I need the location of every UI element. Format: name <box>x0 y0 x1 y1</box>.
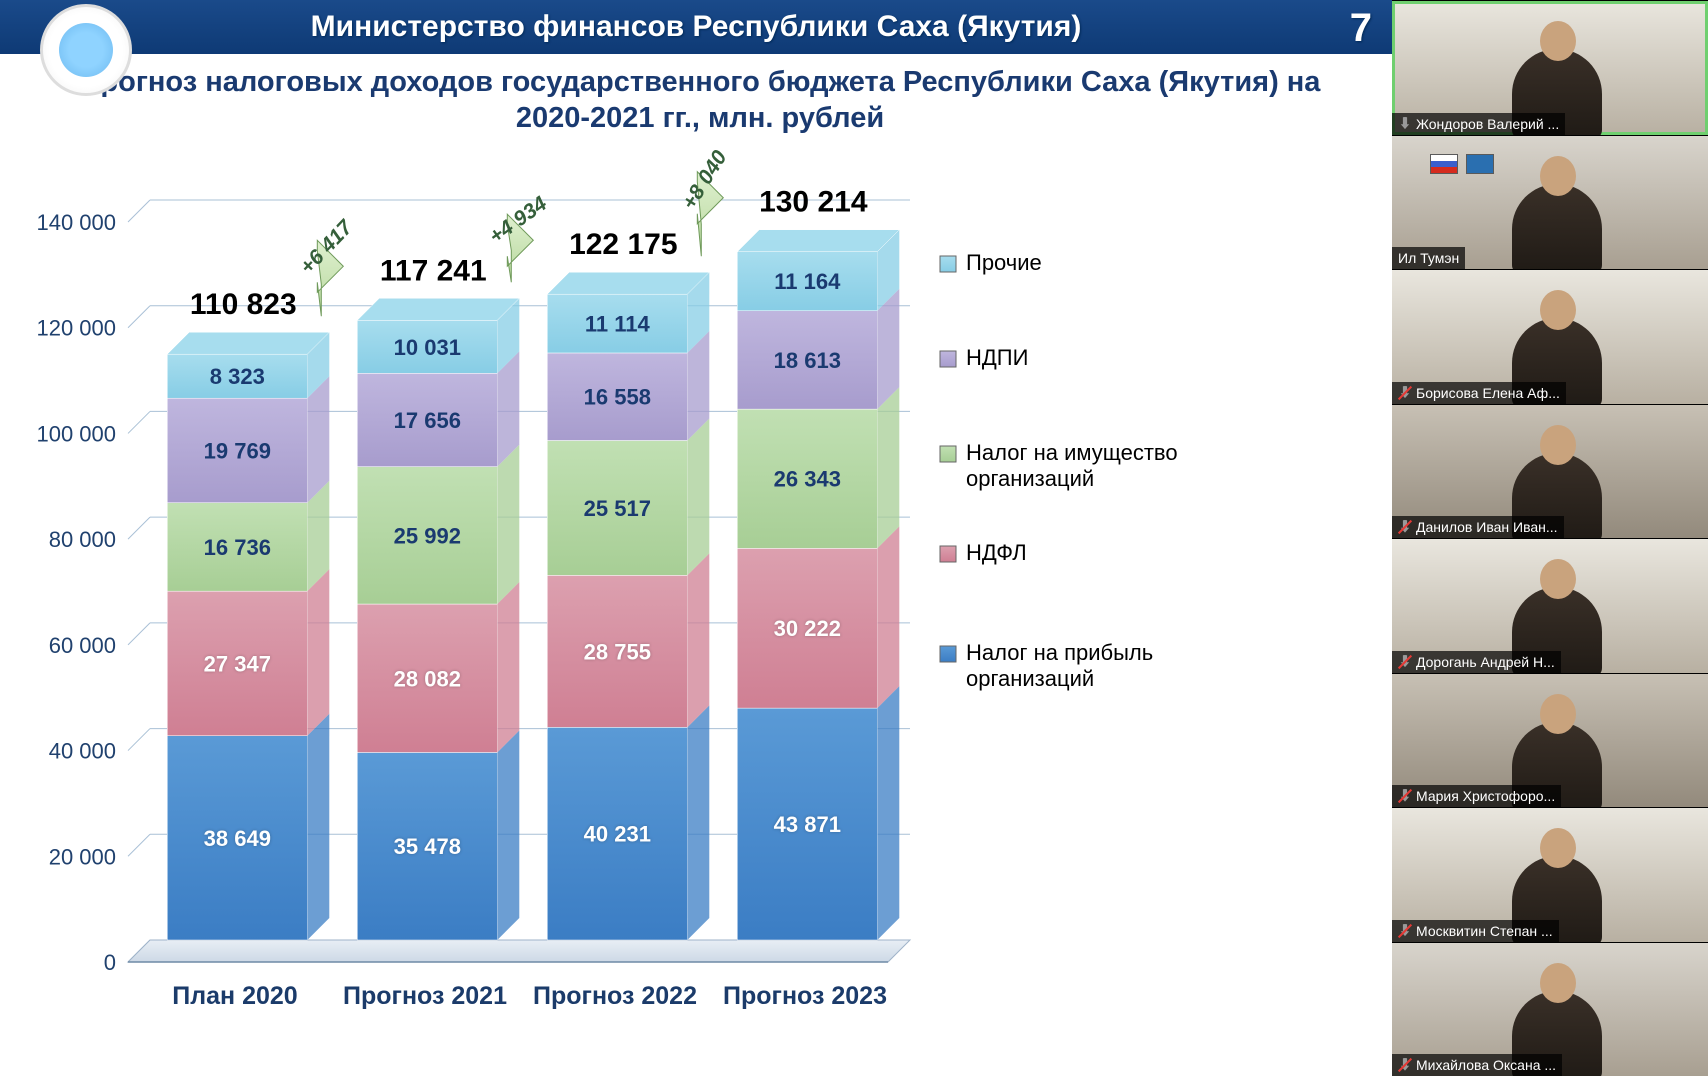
svg-text:11 164: 11 164 <box>774 269 841 294</box>
svg-text:122 175: 122 175 <box>569 228 677 261</box>
svg-text:Прогноз 2022: Прогноз 2022 <box>533 982 697 1010</box>
participant-name-bar: Москвитин Степан ... <box>1392 920 1559 942</box>
mic-muted-icon <box>1398 655 1412 669</box>
participant-name: Данилов Иван Иван... <box>1416 519 1558 535</box>
participant-name: Москвитин Степан ... <box>1416 923 1553 939</box>
participant-name-bar: Дорогань Андрей Н... <box>1392 651 1561 673</box>
svg-text:Прочие: Прочие <box>966 250 1042 275</box>
svg-text:11 114: 11 114 <box>585 312 651 337</box>
svg-text:20 000: 20 000 <box>49 844 116 869</box>
participant-tile[interactable]: Жондоров Валерий ... <box>1392 0 1708 135</box>
svg-text:организаций: организаций <box>966 466 1094 491</box>
svg-text:НДПИ: НДПИ <box>966 345 1028 370</box>
svg-text:План 2020: План 2020 <box>172 982 297 1010</box>
participant-name-bar: Жондоров Валерий ... <box>1392 113 1565 135</box>
svg-text:80 000: 80 000 <box>49 527 116 552</box>
svg-text:35 478: 35 478 <box>394 834 461 859</box>
svg-text:100 000: 100 000 <box>36 421 116 446</box>
participant-tile[interactable]: Ил Тумэн <box>1392 135 1708 270</box>
svg-text:28 082: 28 082 <box>394 666 461 691</box>
svg-text:120 000: 120 000 <box>36 316 116 341</box>
coat-of-arms-icon <box>40 4 132 96</box>
svg-text:43 871: 43 871 <box>774 812 841 837</box>
svg-text:40 000: 40 000 <box>49 739 116 764</box>
participant-tile[interactable]: Борисова Елена Аф... <box>1392 269 1708 404</box>
mic-muted-icon <box>1398 1058 1412 1072</box>
svg-text:110 823: 110 823 <box>190 288 297 321</box>
svg-text:0: 0 <box>104 950 116 975</box>
svg-text:Налог на имущество: Налог на имущество <box>966 440 1178 465</box>
svg-text:НДФЛ: НДФЛ <box>966 540 1027 565</box>
svg-text:10 031: 10 031 <box>394 335 461 360</box>
svg-text:16 736: 16 736 <box>204 535 271 560</box>
mic-muted-icon <box>1398 386 1412 400</box>
svg-text:26 343: 26 343 <box>774 467 841 492</box>
svg-text:25 517: 25 517 <box>584 496 651 521</box>
participant-name: Жондоров Валерий ... <box>1416 116 1559 132</box>
svg-text:25 992: 25 992 <box>394 523 461 548</box>
participant-name: Мария Христофоро... <box>1416 788 1555 804</box>
svg-text:Налог на прибыль: Налог на прибыль <box>966 640 1153 665</box>
participant-name-bar: Ил Тумэн <box>1392 247 1465 269</box>
svg-text:28 755: 28 755 <box>584 639 651 664</box>
svg-text:27 347: 27 347 <box>204 651 271 676</box>
header-title: Министерство финансов Республики Саха (Я… <box>0 10 1392 44</box>
participant-name-bar: Борисова Елена Аф... <box>1392 382 1566 404</box>
svg-text:17 656: 17 656 <box>394 408 461 433</box>
participants-panel: Жондоров Валерий ... Ил Тумэн Борисова Еле… <box>1392 0 1708 1076</box>
mic-muted-icon <box>1398 924 1412 938</box>
participant-tile[interactable]: Данилов Иван Иван... <box>1392 404 1708 539</box>
participant-name-bar: Данилов Иван Иван... <box>1392 516 1564 538</box>
presentation-slide: Министерство финансов Республики Саха (Я… <box>0 0 1392 1076</box>
participant-name: Михайлова Оксана ... <box>1416 1057 1556 1073</box>
participant-name: Ил Тумэн <box>1398 250 1459 266</box>
svg-text:18 613: 18 613 <box>774 348 841 373</box>
participant-tile[interactable]: Дорогань Андрей Н... <box>1392 538 1708 673</box>
screen: Министерство финансов Республики Саха (Я… <box>0 0 1708 1076</box>
svg-text:140 000: 140 000 <box>36 210 116 235</box>
participant-name: Дорогань Андрей Н... <box>1416 654 1555 670</box>
svg-text:60 000: 60 000 <box>49 633 116 658</box>
svg-text:16 558: 16 558 <box>584 385 651 410</box>
mic-muted-icon <box>1398 520 1412 534</box>
svg-text:организаций: организаций <box>966 666 1094 691</box>
mic-muted-icon <box>1398 789 1412 803</box>
svg-text:19 769: 19 769 <box>204 438 271 463</box>
svg-text:Прогноз 2021: Прогноз 2021 <box>343 982 507 1010</box>
svg-text:30 222: 30 222 <box>774 616 841 641</box>
mic-muted-icon <box>1398 117 1412 131</box>
svg-text:8 323: 8 323 <box>210 364 265 389</box>
svg-text:130 214: 130 214 <box>759 186 868 219</box>
participant-name: Борисова Елена Аф... <box>1416 385 1560 401</box>
svg-text:40 231: 40 231 <box>584 822 651 847</box>
chart-title: Прогноз налоговых доходов государственно… <box>70 64 1330 137</box>
participant-tile[interactable]: Мария Христофоро... <box>1392 673 1708 808</box>
stacked-bar-chart: 0 20 000 40 000 60 000 80 000 100 000 120 000 1… <box>30 150 1370 1060</box>
page-number: 7 <box>1350 6 1372 51</box>
participant-name-bar: Михайлова Оксана ... <box>1392 1054 1562 1076</box>
svg-text:Прогноз 2023: Прогноз 2023 <box>723 982 887 1010</box>
participant-tile[interactable]: Москвитин Степан ... <box>1392 807 1708 942</box>
svg-text:38 649: 38 649 <box>204 826 271 851</box>
participant-name-bar: Мария Христофоро... <box>1392 785 1561 807</box>
svg-text:117 241: 117 241 <box>380 254 487 287</box>
slide-header-bar: Министерство финансов Республики Саха (Я… <box>0 0 1392 54</box>
participant-tile[interactable]: Михайлова Оксана ... <box>1392 942 1708 1076</box>
